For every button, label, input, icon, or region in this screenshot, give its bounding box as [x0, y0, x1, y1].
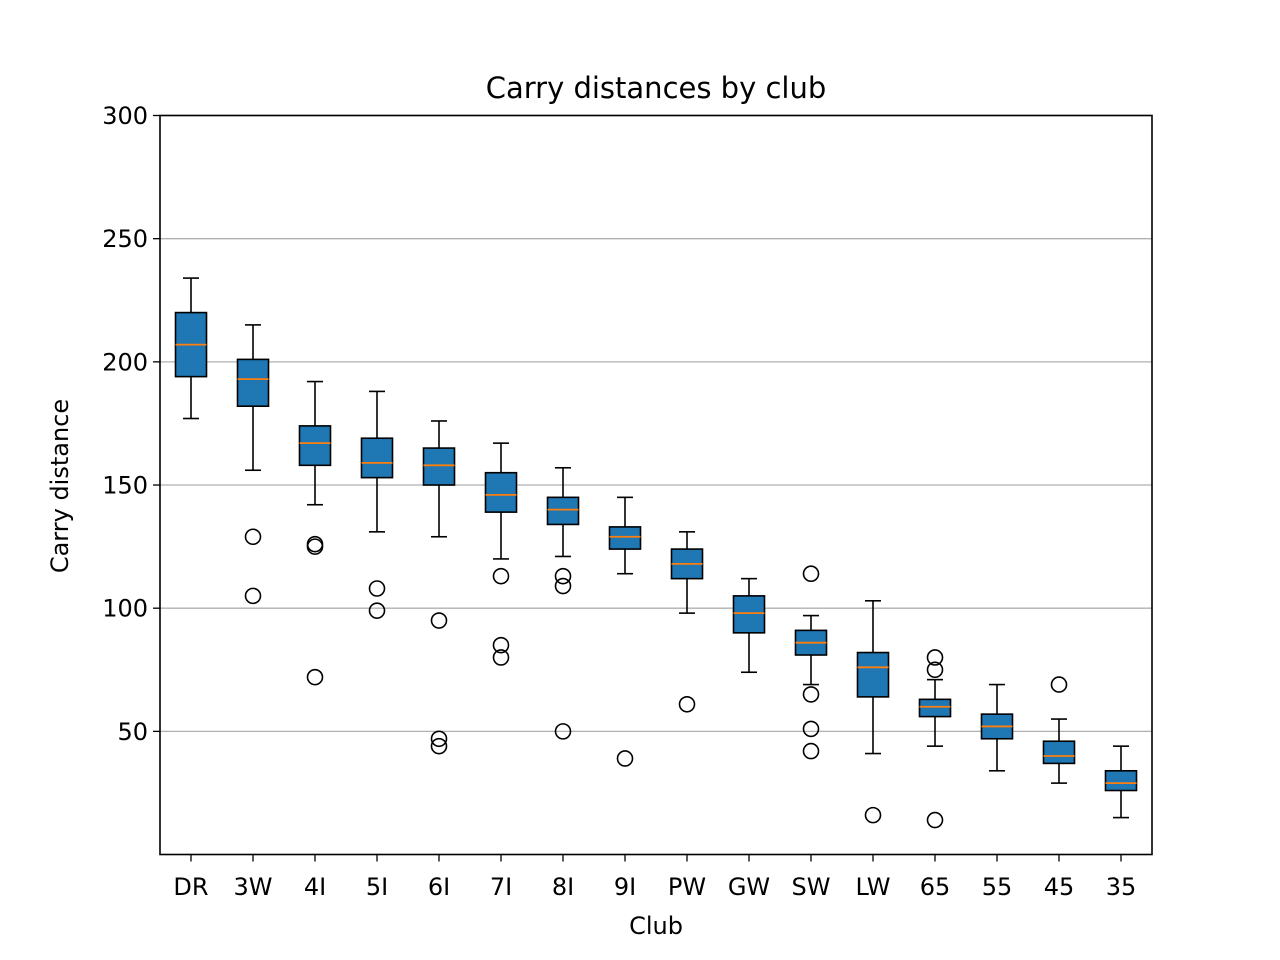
- iqr-box: [546, 496, 580, 526]
- outlier-point: [802, 742, 820, 760]
- iqr-box: [608, 526, 642, 550]
- outlier-point: [492, 636, 510, 654]
- box-LW: [856, 600, 890, 824]
- outlier-point: [1050, 676, 1068, 693]
- y-axis-ticks: 50 100 150 200 250 300: [102, 102, 160, 746]
- box-35: [1104, 745, 1138, 819]
- x-axis-label: Club: [629, 912, 683, 940]
- iqr-box: [484, 471, 518, 513]
- x-tick-label: 55: [982, 873, 1013, 901]
- iqr-box: [732, 595, 766, 634]
- x-tick-label: 4I: [304, 873, 326, 901]
- box-8I: [546, 466, 580, 740]
- box-4I: [298, 380, 332, 686]
- outlier-point: [430, 612, 448, 629]
- outlier-point: [926, 811, 944, 829]
- outlier-point: [554, 567, 572, 585]
- x-tick-label: 65: [920, 873, 951, 901]
- outlier-point: [864, 806, 882, 824]
- iqr-box: [918, 698, 952, 718]
- x-tick-label: PW: [668, 873, 706, 901]
- box-65: [918, 649, 952, 829]
- outlier-point: [492, 567, 510, 585]
- outlier-point: [368, 602, 386, 619]
- x-tick-label: 45: [1044, 873, 1075, 901]
- x-tick-label: 9I: [614, 873, 636, 901]
- y-tick-label: 50: [117, 718, 148, 746]
- x-tick-label: 6I: [428, 873, 450, 901]
- gridlines: [160, 114, 1152, 733]
- box-PW: [670, 531, 704, 713]
- iqr-box: [298, 425, 332, 467]
- y-axis-label: Carry distance: [46, 399, 74, 573]
- y-tick-label: 150: [102, 472, 148, 500]
- outlier-point: [244, 587, 262, 605]
- box-3W: [236, 324, 270, 605]
- outlier-point: [492, 649, 510, 666]
- outlier-point: [306, 538, 324, 555]
- outlier-point: [926, 661, 944, 679]
- outlier-point: [616, 750, 634, 767]
- outlier-point: [430, 737, 448, 755]
- box-GW: [732, 577, 766, 674]
- x-tick-label: 8I: [552, 873, 574, 901]
- iqr-box: [236, 358, 270, 407]
- outlier-point: [306, 668, 324, 686]
- y-tick-label: 300: [102, 102, 148, 130]
- x-tick-label: 7I: [490, 873, 512, 901]
- box-7I: [484, 442, 518, 666]
- box-9I: [608, 496, 642, 767]
- iqr-box: [422, 447, 456, 486]
- outlier-point: [802, 720, 820, 738]
- x-tick-label: 3W: [234, 873, 273, 901]
- x-tick-label: 35: [1106, 873, 1137, 901]
- outlier-point: [430, 730, 448, 748]
- x-tick-label: LW: [856, 873, 891, 901]
- outlier-point: [802, 565, 820, 583]
- y-tick-label: 250: [102, 225, 148, 253]
- outlier-point: [802, 686, 820, 703]
- y-tick-label: 100: [102, 595, 148, 623]
- iqr-box: [856, 651, 890, 698]
- box-DR: [174, 277, 208, 420]
- x-tick-label: SW: [792, 873, 831, 901]
- iqr-box: [1042, 740, 1076, 765]
- box-55: [980, 683, 1014, 772]
- boxes: [174, 277, 1138, 829]
- box-5I: [360, 390, 394, 619]
- outlier-point: [554, 723, 572, 740]
- outlier-point: [554, 577, 572, 595]
- chart-title: Carry distances by club: [486, 71, 827, 105]
- x-tick-label: 5I: [366, 873, 388, 901]
- iqr-box: [360, 437, 394, 479]
- x-tick-label: DR: [173, 873, 208, 901]
- outlier-point: [926, 649, 944, 666]
- outlier-point: [678, 695, 696, 713]
- x-tick-label: GW: [728, 873, 770, 901]
- y-tick-label: 200: [102, 348, 148, 376]
- x-axis-ticks: DR 3W 4I 5I 6I 7I 8I 9I PW GW SW LW 65 55 45 35: [173, 854, 1137, 901]
- iqr-box: [1104, 769, 1138, 792]
- box-SW: [794, 565, 828, 760]
- box-45: [1042, 676, 1076, 784]
- box-6I: [422, 420, 456, 755]
- outlier-point: [244, 528, 262, 546]
- outlier-point: [368, 580, 386, 597]
